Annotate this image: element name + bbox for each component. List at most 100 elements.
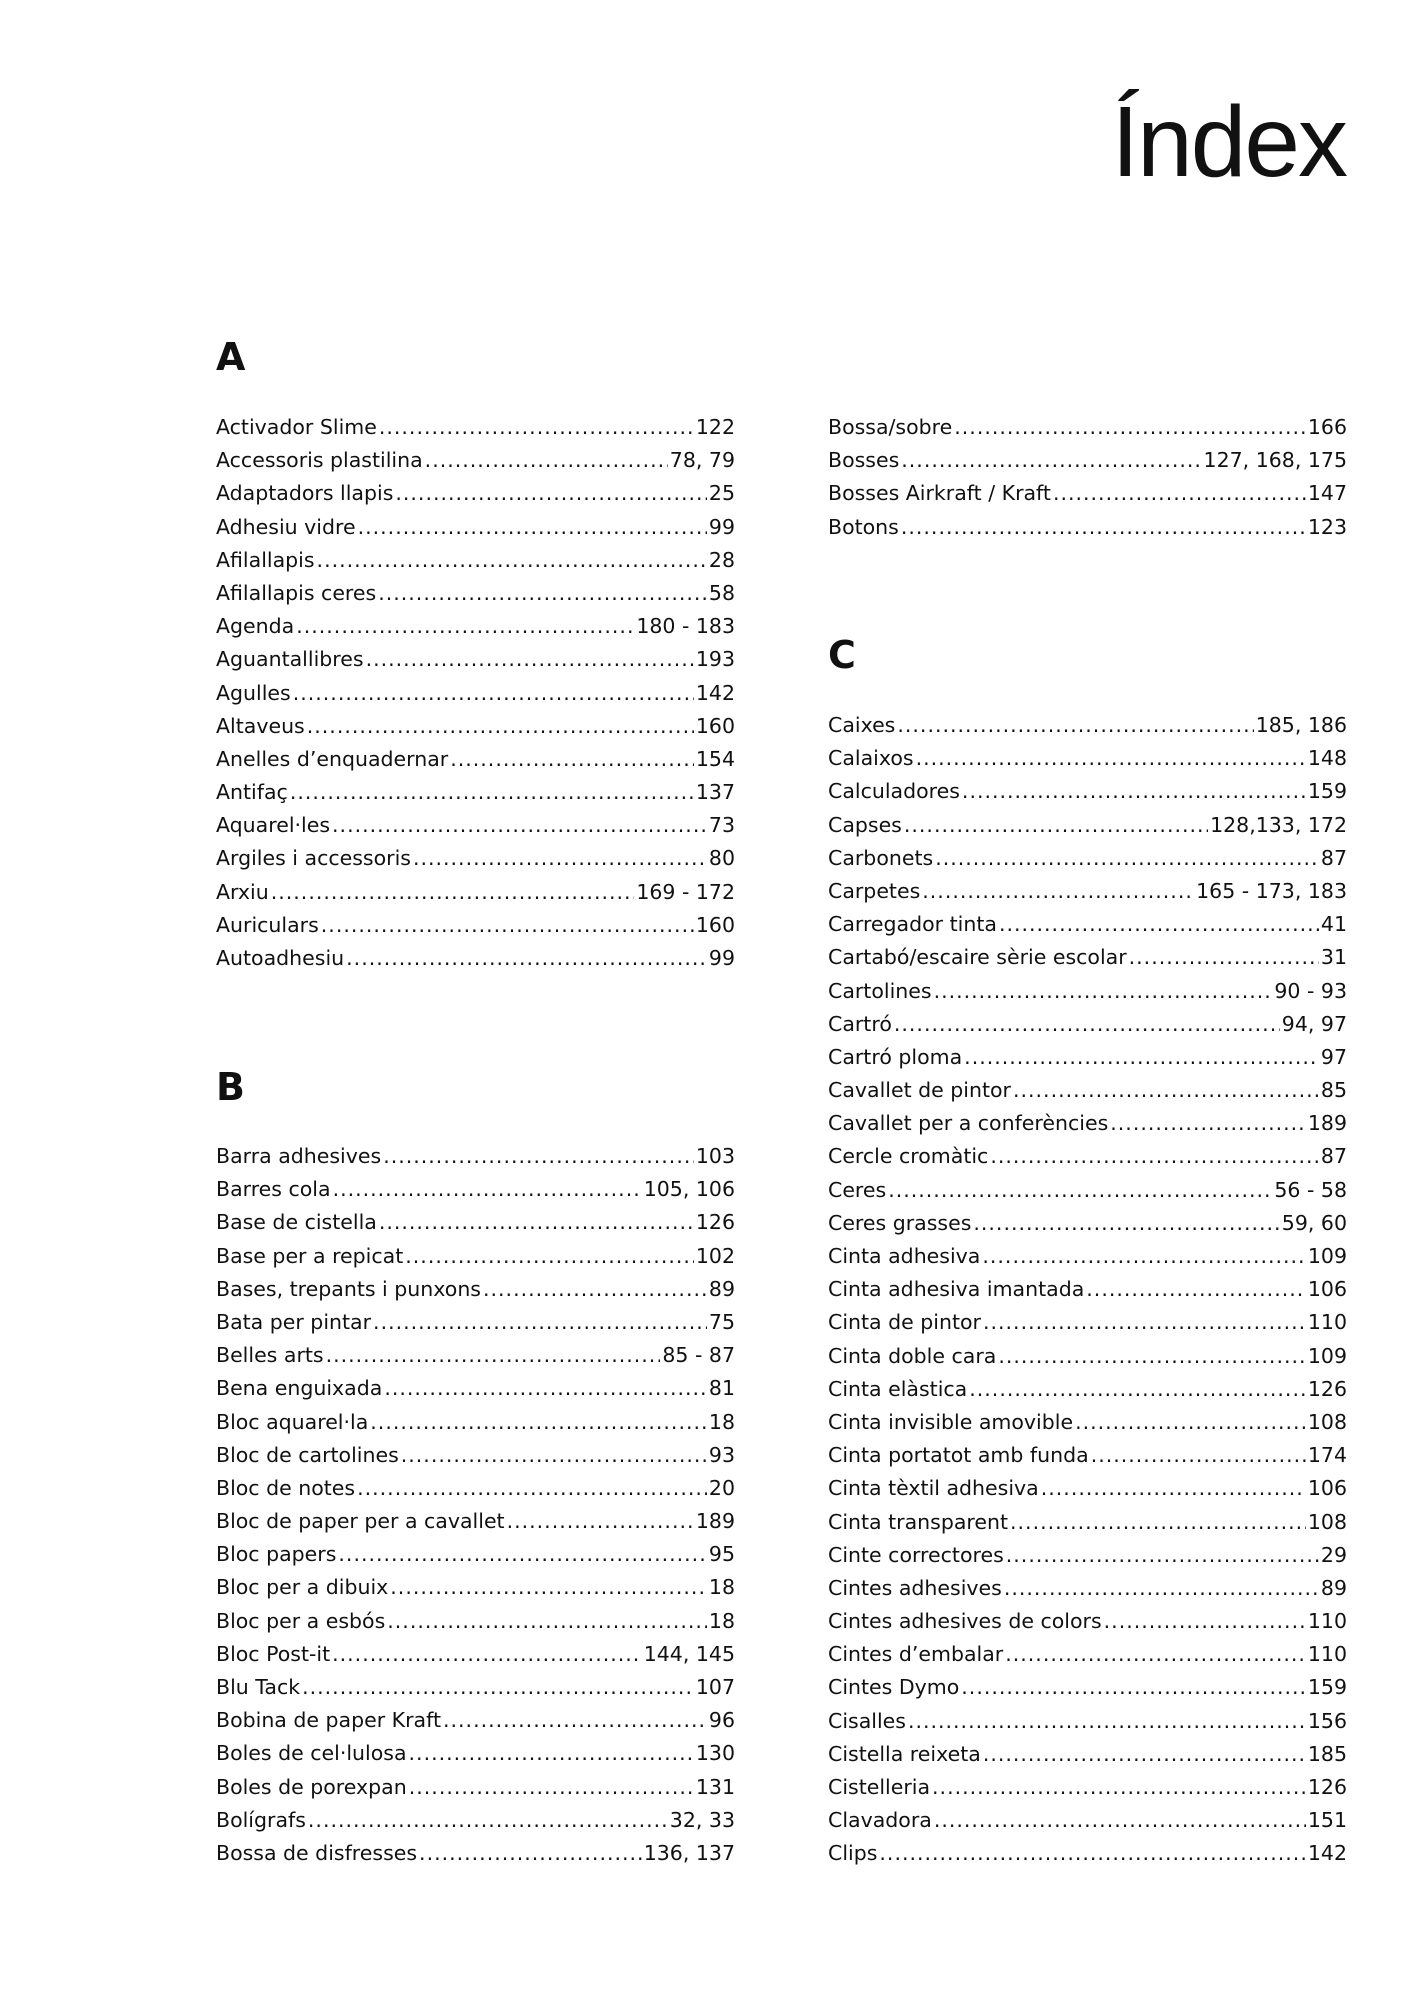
entry-label: Barra adhesives	[216, 1144, 382, 1168]
dot-leader	[999, 908, 1319, 941]
entry-label: Caixes	[828, 713, 896, 737]
entry-page: 94, 97	[1281, 1011, 1347, 1036]
dot-leader	[934, 975, 1273, 1008]
dot-leader	[405, 1240, 694, 1273]
index-entry: Bloc per a esbós 18	[216, 1605, 735, 1638]
index-entry: Bossa/sobre 166	[828, 411, 1347, 444]
entry-label: Cinte correctores	[828, 1542, 1004, 1567]
dot-leader	[983, 1306, 1306, 1339]
entry-label: Carregador tinta	[828, 912, 997, 937]
entry-page: 87	[1320, 845, 1347, 870]
entry-label: Arxiu	[216, 879, 269, 904]
entry-page: 174	[1307, 1443, 1347, 1468]
entry-page: 122	[695, 415, 735, 439]
index-entry: Agulles 142	[216, 677, 735, 710]
dot-leader	[1010, 1506, 1306, 1539]
index-entry: Botons 123	[828, 511, 1347, 544]
dot-leader	[1004, 1572, 1319, 1605]
index-entry: Bena enguixada 81	[216, 1372, 735, 1405]
dot-leader	[935, 842, 1319, 875]
dot-leader	[346, 942, 707, 975]
dot-leader	[961, 1671, 1306, 1704]
entry-label: Cinta adhesiva imantada	[828, 1277, 1085, 1302]
dot-leader	[317, 544, 707, 577]
entry-label: Cercle cromàtic	[828, 1144, 989, 1169]
index-entry: Cartabó/escaire sèrie escolar 31	[828, 941, 1347, 974]
index-entry: Boles de porexpan 131	[216, 1771, 735, 1804]
dot-leader	[366, 643, 694, 676]
index-entry: Aguantallibres 193	[216, 643, 735, 676]
entry-label: Bases, trepants i punxons	[216, 1276, 481, 1301]
entry-page: 89	[708, 1276, 735, 1301]
dot-leader	[1110, 1107, 1306, 1140]
dot-leader	[901, 511, 1306, 544]
entry-page: 90 - 93	[1274, 978, 1347, 1003]
section-heading-a: A	[216, 335, 246, 379]
entry-label: Calculadores	[828, 779, 960, 804]
index-entry: Bolígrafs 32, 33	[216, 1804, 735, 1837]
entry-label: Bloc de paper per a cavallet	[216, 1509, 505, 1534]
index-entry: Cintes Dymo 159	[828, 1671, 1347, 1704]
index-entry: Cavallet per a conferències 189	[828, 1107, 1347, 1140]
page-title: Índex	[1111, 86, 1348, 198]
dot-leader	[922, 875, 1194, 908]
index-entry: Cercle cromàtic 87	[828, 1140, 1347, 1173]
index-entry: Cintes d’embalar 110	[828, 1638, 1347, 1671]
entry-page: 185, 186	[1255, 713, 1347, 737]
index-entry: Cinta adhesiva imantada 106	[828, 1273, 1347, 1306]
dot-leader	[1013, 1074, 1319, 1107]
section-heading-b: B	[216, 1065, 245, 1109]
entry-page: 85	[1320, 1078, 1347, 1103]
entry-page: 131	[695, 1774, 735, 1799]
entry-page: 147	[1307, 481, 1347, 506]
entry-page: 85 - 87	[662, 1343, 735, 1368]
entry-label: Cinta tèxtil adhesiva	[828, 1476, 1039, 1501]
index-entry: Bloc Post-it 144, 145	[216, 1638, 735, 1671]
entry-label: Adaptadors llapis	[216, 481, 394, 506]
index-entry: Bloc aquarel·la 18	[216, 1406, 735, 1439]
entry-label: Cintes Dymo	[828, 1675, 960, 1700]
entry-label: Calaixos	[828, 746, 914, 771]
dot-leader	[998, 1340, 1306, 1373]
index-entry: Adaptadors llapis 25	[216, 477, 735, 510]
dot-leader	[1104, 1605, 1306, 1638]
dot-leader	[982, 1240, 1305, 1273]
index-entry: Aquarel·les 73	[216, 809, 735, 842]
entry-label: Belles arts	[216, 1343, 324, 1368]
entry-page: 108	[1307, 1509, 1347, 1534]
index-list-c: Caixes 185, 186 Calaixos 148 Calculadores 159…	[828, 709, 1347, 1871]
dot-leader	[879, 1837, 1305, 1870]
index-list-a: Activador Slime 122 Accessoris plastilina 7…	[216, 411, 735, 975]
entry-page: 169 - 172	[636, 879, 735, 904]
entry-page: 59, 60	[1281, 1210, 1347, 1235]
entry-label: Boles de porexpan	[216, 1774, 407, 1799]
dot-leader	[387, 1605, 707, 1638]
index-entry: Antifaç 137	[216, 776, 735, 809]
dot-leader	[1005, 1638, 1306, 1671]
entry-page: 193	[695, 647, 735, 672]
dot-leader	[888, 1174, 1272, 1207]
entry-page: 20	[708, 1475, 735, 1500]
index-entry: Calaixos 148	[828, 742, 1347, 775]
entry-label: Bloc de cartolines	[216, 1442, 399, 1467]
entry-page: 103	[695, 1144, 735, 1168]
index-entry: Carpetes 165 - 173, 183	[828, 875, 1347, 908]
entry-page: 32, 33	[669, 1807, 735, 1832]
index-entry: Boles de cel·lulosa 130	[216, 1737, 735, 1770]
entry-page: 130	[695, 1741, 735, 1766]
index-entry: Cinta adhesiva 109	[828, 1240, 1347, 1273]
index-entry: Cinta elàstica 126	[828, 1373, 1347, 1406]
entry-page: 148	[1307, 746, 1347, 771]
entry-label: Barres cola	[216, 1177, 331, 1202]
entry-label: Activador Slime	[216, 415, 377, 439]
index-list-b: Barra adhesives 103 Barres cola 105, 106 Bas…	[216, 1140, 735, 1870]
index-entry: Anelles d’enquadernar 154	[216, 743, 735, 776]
entry-label: Cinta doble cara	[828, 1343, 997, 1368]
index-entry: Cinta transparent 108	[828, 1506, 1347, 1539]
index-entry: Cartolines 90 - 93	[828, 975, 1347, 1008]
entry-page: 165 - 173, 183	[1196, 878, 1347, 903]
entry-page: 128,133, 172	[1210, 812, 1347, 837]
entry-label: Base per a repicat	[216, 1243, 404, 1268]
entry-label: Agenda	[216, 614, 295, 639]
entry-page: 127, 168, 175	[1203, 448, 1347, 473]
